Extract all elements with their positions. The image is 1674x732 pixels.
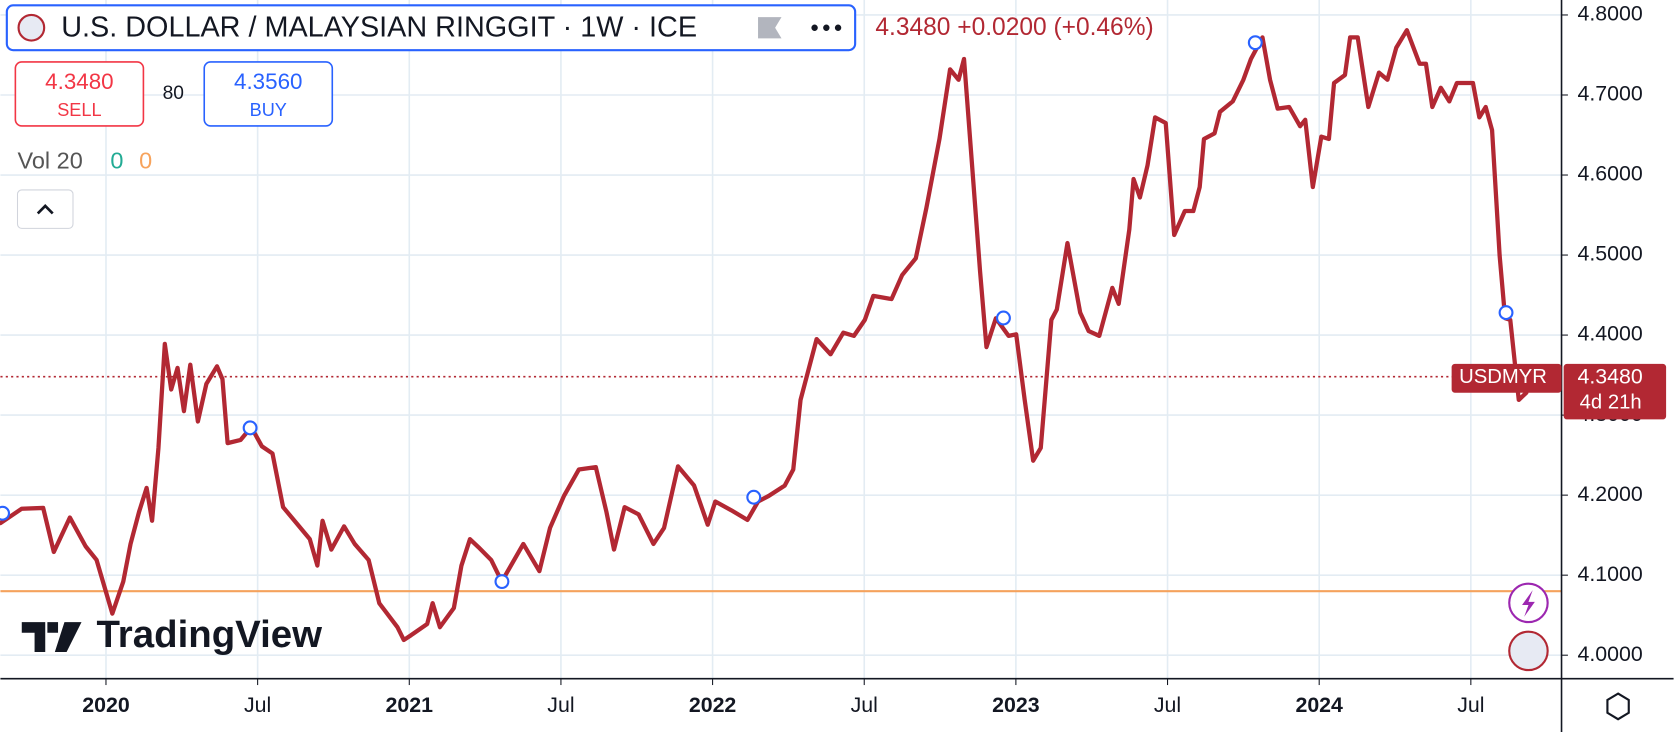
flag-icon	[17, 13, 46, 42]
axes: 4.00004.10004.20004.30004.40004.50004.60…	[82, 2, 1643, 717]
x-tick-label: Jul	[851, 693, 878, 717]
x-tick-label: 2020	[82, 693, 129, 717]
price-tag-countdown: 4d 21h	[1580, 392, 1642, 414]
x-tick-label: 2023	[992, 693, 1040, 717]
y-tick-label: 4.1000	[1578, 562, 1643, 586]
x-tick-label: Jul	[547, 693, 574, 717]
chevron	[36, 204, 54, 215]
last-price: 4.3480 +0.0200 (+0.46%)	[875, 14, 1153, 41]
event-marker[interactable]	[494, 574, 510, 590]
event-markers	[0, 35, 1514, 590]
y-tick-label: 4.7000	[1578, 82, 1643, 106]
event-marker[interactable]	[0, 505, 11, 521]
header: U.S. DOLLAR / MALAYSIAN RINGGIT · 1W · I…	[5, 4, 1154, 229]
lightning-glyph	[1522, 590, 1535, 617]
y-tick-label: 4.8000	[1578, 2, 1643, 26]
event-marker[interactable]	[242, 420, 258, 436]
price-tag-value: 4.3480	[1578, 364, 1643, 388]
event-marker[interactable]	[746, 489, 762, 505]
y-tick-label: 4.5000	[1578, 242, 1643, 266]
volume-a: 0	[110, 147, 123, 173]
flag-button[interactable]	[758, 17, 782, 39]
event-marker[interactable]	[1498, 305, 1514, 321]
x-tick-label: Jul	[244, 693, 271, 717]
sell-price: 4.3480	[45, 69, 113, 94]
x-tick-label: Jul	[1457, 693, 1484, 717]
y-tick-label: 4.2000	[1578, 482, 1643, 506]
collapse-button[interactable]	[16, 189, 74, 229]
x-tick-label: 2024	[1295, 693, 1343, 717]
settings-icon[interactable]	[1606, 692, 1630, 721]
x-tick-label: 2022	[689, 693, 736, 717]
volume-b: 0	[139, 147, 152, 173]
last-value: 4.3480	[875, 14, 950, 41]
buy-label: BUY	[250, 100, 287, 120]
event-marker[interactable]	[995, 310, 1011, 326]
flag-badge[interactable]	[1508, 630, 1549, 672]
y-tick-label: 4.0000	[1578, 642, 1643, 666]
logo-text: TradingView	[96, 613, 322, 656]
event-marker[interactable]	[1247, 35, 1263, 51]
watermark: TradingView	[21, 613, 322, 656]
more-button[interactable]	[811, 24, 842, 31]
volume-label: Vol 20	[18, 147, 83, 173]
sell-label: SELL	[57, 100, 101, 120]
change-pct: (+0.46%)	[1053, 14, 1153, 41]
x-tick-label: 2021	[386, 693, 434, 717]
sell-button[interactable]	[14, 61, 145, 127]
price-tags: USDMYR 4.3480 4d 21h	[1451, 363, 1667, 420]
spread: 80	[163, 83, 184, 104]
x-tick-label: Jul	[1154, 693, 1181, 717]
y-tick-label: 4.6000	[1578, 162, 1643, 186]
buy-button[interactable]	[203, 61, 334, 127]
price-tag	[1563, 363, 1667, 420]
series-tag-label: USDMYR	[1459, 366, 1547, 388]
symbol-box[interactable]	[5, 4, 857, 52]
logo-mark	[21, 622, 82, 652]
series-tag	[1451, 363, 1562, 393]
buy-price: 4.3560	[234, 69, 302, 94]
symbol-title: U.S. DOLLAR / MALAYSIAN RINGGIT · 1W · I…	[61, 11, 697, 43]
change: +0.0200	[957, 14, 1046, 41]
y-tick-label: 4.4000	[1578, 322, 1643, 346]
